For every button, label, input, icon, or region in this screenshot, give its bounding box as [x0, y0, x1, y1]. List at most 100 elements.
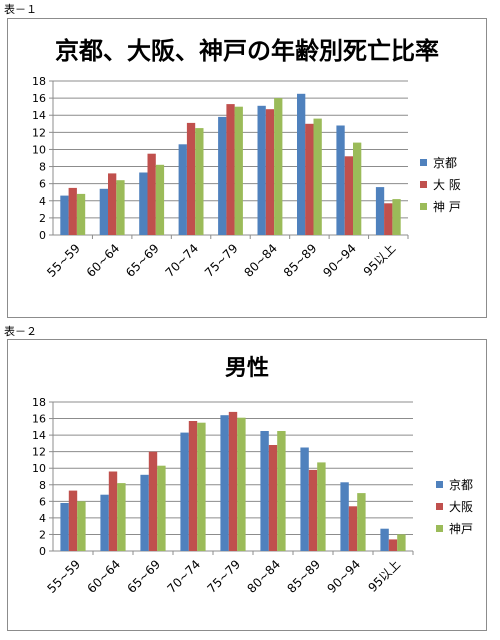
legend-label: 大阪 [449, 499, 474, 514]
bar [234, 106, 243, 235]
bar [68, 490, 78, 551]
chart-legend-2: 京都 大阪 神戸 [436, 473, 473, 539]
y-tick-label: 8 [39, 479, 46, 492]
bar [60, 195, 69, 235]
bar [392, 199, 401, 235]
x-tick-label: 60~64 [85, 557, 124, 596]
legend-item: 大阪 [436, 495, 473, 517]
legend-swatch [436, 480, 443, 488]
bar [265, 109, 275, 235]
bar [197, 422, 206, 551]
chart-title-2: 男性 [224, 356, 269, 381]
bar [340, 482, 349, 551]
bar [99, 188, 108, 235]
legend-label: 京都 [449, 477, 474, 492]
y-tick-label: 2 [39, 212, 46, 225]
legend-label: 神 戸 [433, 199, 461, 214]
bar [116, 180, 125, 235]
chart-title-1: 京都、大阪、神戸の年齢別死亡比率 [55, 37, 439, 65]
legend-item: 京都 [436, 473, 473, 495]
bar [226, 104, 235, 235]
x-tick-label: 95以上 [365, 557, 403, 595]
bar [300, 447, 309, 551]
x-tick-label: 65~69 [123, 241, 162, 280]
x-tick-label: 70~74 [165, 557, 204, 596]
y-tick-label: 16 [32, 92, 46, 105]
bar [155, 164, 165, 235]
bar [100, 494, 109, 551]
y-tick-label: 4 [39, 195, 46, 208]
legend-swatch [436, 502, 443, 510]
bar [344, 156, 353, 235]
bar [228, 411, 238, 551]
chart-panel-1: 京都、大阪、神戸の年齢別死亡比率 0 2 4 6 8 10 12 14 16 18 55~59 60~… [7, 18, 487, 318]
bar [108, 471, 118, 551]
bar [60, 503, 69, 551]
y-tick-label: 0 [39, 545, 46, 558]
chart-plot-1: 0 2 4 6 8 10 12 14 16 18 55~59 60~64 65~69 70~74 75~79… [32, 75, 409, 280]
y-tick-label: 6 [39, 495, 46, 508]
bar [157, 465, 166, 551]
bar [353, 142, 362, 235]
bar [147, 153, 156, 235]
y-tick-label: 0 [39, 229, 46, 242]
bar [77, 501, 86, 551]
bar [237, 417, 246, 551]
legend-label: 神戸 [449, 521, 474, 536]
y-tick-label: 12 [32, 446, 46, 459]
chart-plot-2: 0 2 4 6 8 10 12 14 16 18 55~59 60~64 65~69 70~74 75~79… [32, 396, 414, 596]
bar [108, 173, 117, 235]
bar [76, 193, 86, 235]
bar [260, 431, 269, 551]
x-tick-label: 75~79 [202, 241, 241, 280]
x-tick-label: 55~59 [45, 557, 84, 596]
y-tick-label: 12 [32, 126, 46, 139]
y-tick-label: 10 [32, 143, 46, 156]
bar [397, 534, 406, 551]
y-tick-label: 4 [39, 512, 46, 525]
bar [218, 116, 227, 235]
bar [148, 451, 158, 551]
x-tick-label: 85~89 [285, 557, 324, 596]
x-tick-label: 60~64 [84, 241, 123, 280]
bar [305, 123, 314, 235]
x-tick-label: 70~74 [163, 241, 202, 280]
bar [117, 483, 126, 551]
bar [388, 539, 398, 551]
x-tick-label: 55~59 [44, 241, 83, 280]
bar [317, 462, 326, 551]
y-tick-label: 10 [32, 462, 46, 475]
x-tick-label: 80~84 [241, 241, 280, 280]
bar [188, 421, 198, 551]
bar [178, 144, 187, 235]
bar [257, 105, 266, 235]
chart-caption-2: 表－２ [4, 325, 37, 338]
x-tick-label: 85~89 [281, 241, 320, 280]
x-tick-label: 90~94 [325, 557, 364, 596]
legend-item: 神戸 [436, 517, 473, 539]
legend-item: 神 戸 [420, 195, 461, 217]
y-tick-label: 18 [32, 75, 46, 88]
bar [274, 98, 283, 235]
legend-item: 京都 [420, 151, 461, 173]
x-tick-label: 90~94 [320, 241, 359, 280]
bar [277, 431, 286, 551]
y-tick-label: 8 [39, 161, 46, 174]
bar [375, 187, 385, 235]
bar [195, 128, 204, 235]
y-tick-label: 18 [32, 396, 46, 409]
bar [220, 415, 229, 551]
chart-panel-2: 男性 0 2 4 6 8 10 12 14 16 18 55~59 60~64 65~69 70~74 75… [7, 339, 487, 631]
x-tick-label: 75~79 [205, 557, 244, 596]
bar [140, 474, 149, 551]
legend-swatch [436, 524, 443, 532]
bar [186, 122, 196, 235]
y-tick-label: 16 [32, 413, 46, 426]
legend-label: 京都 [433, 155, 458, 170]
bar [313, 118, 322, 235]
y-tick-label: 6 [39, 178, 46, 191]
x-tick-label: 95以上 [361, 241, 399, 279]
chart-legend-1: 京都大 阪神 戸 [420, 151, 461, 217]
bar [297, 93, 306, 235]
bar [357, 493, 366, 551]
